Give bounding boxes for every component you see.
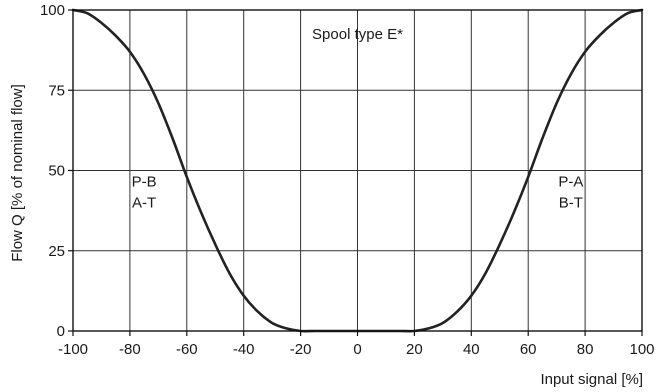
x-tick-label: 60	[520, 341, 537, 358]
annotation-label: B-T	[559, 195, 583, 212]
x-tick-label: -40	[233, 341, 255, 358]
x-tick-label: 100	[629, 341, 654, 358]
x-tick-label: 80	[577, 341, 594, 358]
x-tick-label: -60	[176, 341, 198, 358]
annotation-label: P-B	[132, 174, 157, 191]
x-tick-label: -100	[58, 341, 88, 358]
x-axis-label: Input signal [%]	[540, 371, 643, 388]
y-tick-label: 25	[48, 243, 65, 260]
x-tick-label: -20	[290, 341, 312, 358]
annotations: Spool type E* P-B A-T P-A B-T	[132, 26, 584, 212]
x-axis-ticks: -100 -80 -60 -40 -20 0 20 40 60 80 100	[58, 331, 655, 358]
x-tick-label: 20	[406, 341, 423, 358]
y-tick-label: 0	[57, 323, 65, 340]
y-axis-label: Flow Q [% of nominal flow]	[9, 84, 26, 262]
y-tick-label: 50	[48, 163, 65, 180]
grid-lines	[72, 9, 643, 332]
annotation-label: P-A	[558, 174, 583, 191]
x-tick-label: 40	[463, 341, 480, 358]
y-tick-label: 100	[40, 2, 65, 19]
y-axis-ticks: 0 25 50 75 100	[40, 2, 73, 340]
x-tick-label: -80	[119, 341, 141, 358]
annotation-label: A-T	[132, 195, 156, 212]
y-tick-label: 75	[48, 82, 65, 99]
annotation-label: Spool type E*	[312, 26, 403, 43]
x-tick-label: 0	[353, 341, 361, 358]
